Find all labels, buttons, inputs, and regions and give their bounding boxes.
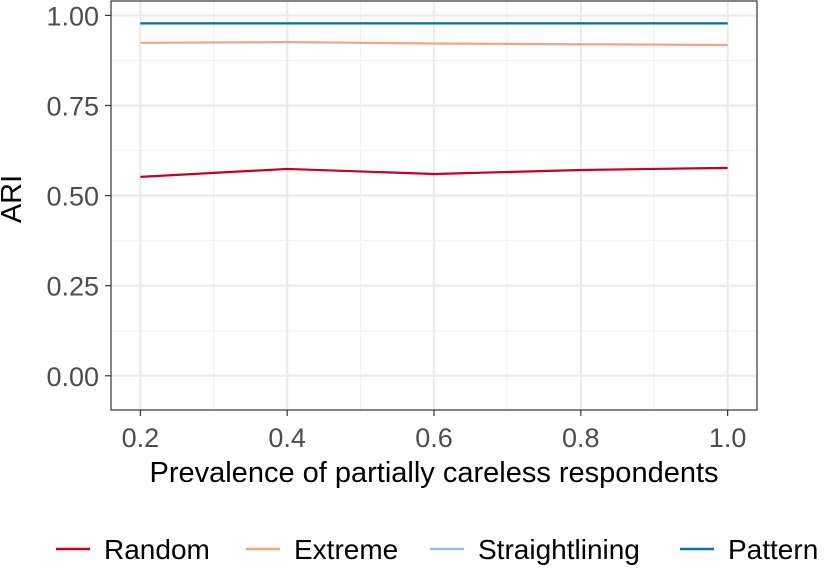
legend-item-random: Random (56, 534, 210, 565)
x-tick-label: 0.6 (415, 423, 453, 453)
x-axis-ticks (139, 410, 729, 416)
y-tick-label: 1.00 (46, 1, 99, 31)
y-axis-ticks (105, 14, 111, 377)
x-tick-label: 0.4 (268, 423, 306, 453)
y-tick-label: 0.50 (46, 182, 99, 212)
legend-label-straightlining: Straightlining (478, 534, 640, 565)
x-tick-label: 0.8 (562, 423, 600, 453)
major-gridlines (111, 1, 757, 410)
x-axis-tick-labels: 0.2 0.4 0.6 0.8 1.0 (122, 423, 747, 453)
legend-label-random: Random (104, 534, 210, 565)
y-axis-title: ARI (0, 175, 28, 223)
x-tick-label: 0.2 (122, 423, 160, 453)
legend-item-straightlining: Straightlining (430, 534, 640, 565)
x-tick-label: 1.0 (709, 423, 747, 453)
series-lines (140, 22, 728, 178)
y-tick-label: 0.00 (46, 362, 99, 392)
legend-item-extreme: Extreme (246, 534, 398, 565)
y-tick-label: 0.25 (46, 272, 99, 302)
x-axis-title: Prevalence of partially careless respond… (149, 457, 718, 489)
legend-label-pattern: Pattern (728, 534, 818, 565)
y-tick-label: 0.75 (46, 92, 99, 122)
series-line-extreme (140, 40, 728, 47)
legend-label-extreme: Extreme (294, 534, 398, 565)
series-line-random (140, 166, 728, 178)
y-axis-tick-labels: 0.00 0.25 0.50 0.75 1.00 (46, 1, 99, 391)
legend: Random Extreme Straightlining Pattern (56, 534, 818, 565)
legend-item-pattern: Pattern (680, 534, 818, 565)
